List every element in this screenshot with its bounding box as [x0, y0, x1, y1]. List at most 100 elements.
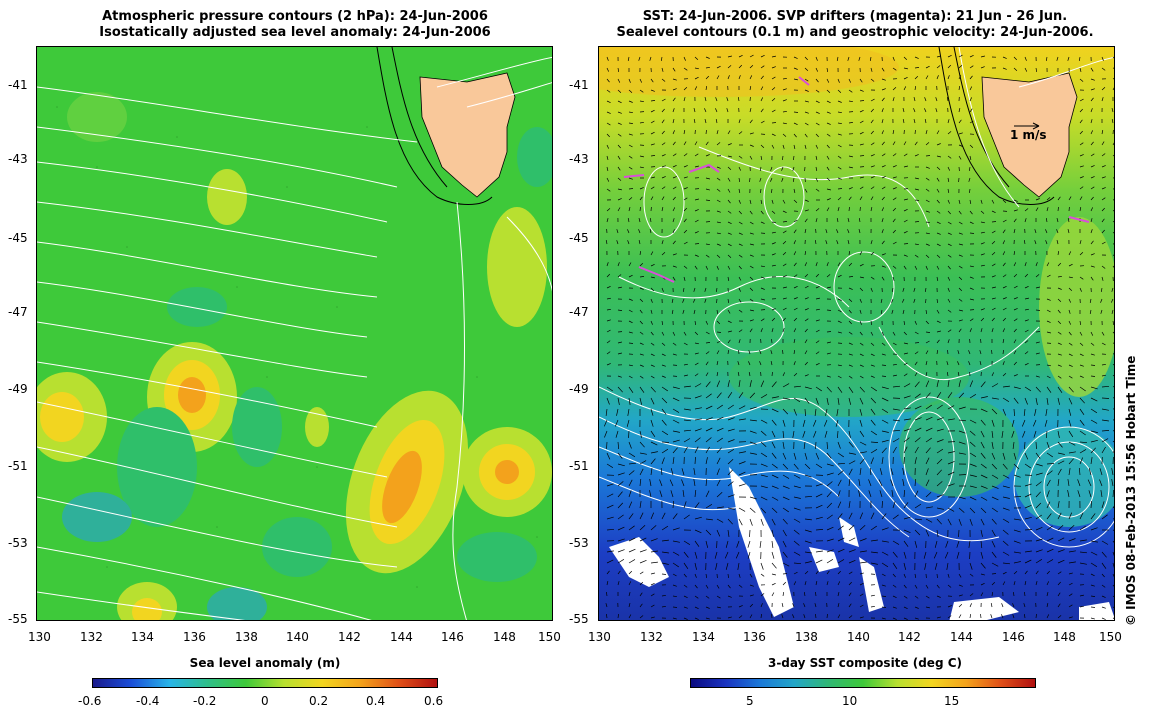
velocity-arrow	[826, 341, 831, 344]
velocity-arrow	[892, 56, 895, 61]
velocity-arrow	[903, 584, 907, 589]
velocity-arrow	[903, 219, 908, 223]
velocity-arrow	[947, 418, 955, 421]
velocity-arrow	[980, 66, 985, 69]
velocity-arrow	[936, 595, 941, 598]
lon-tick: 150	[538, 630, 561, 644]
velocity-arrow	[749, 210, 753, 215]
velocity-arrow	[892, 241, 897, 245]
lat-tick: -51	[8, 459, 28, 473]
velocity-arrow	[991, 252, 996, 256]
velocity-arrow	[958, 518, 962, 526]
velocity-arrow	[661, 594, 666, 597]
velocity-arrow	[628, 614, 632, 619]
velocity-arrow	[1101, 540, 1109, 545]
velocity-arrow	[628, 155, 633, 159]
velocity-arrow	[804, 518, 812, 521]
velocity-arrow	[968, 166, 971, 171]
velocity-arrow	[1068, 538, 1076, 542]
velocity-arrow	[782, 199, 786, 204]
velocity-arrow	[902, 468, 905, 476]
velocity-arrow	[749, 614, 753, 619]
velocity-arrow	[969, 108, 973, 113]
velocity-arrow	[837, 100, 842, 103]
shelf-contour	[376, 47, 493, 205]
velocity-arrow	[716, 142, 721, 146]
velocity-arrow	[980, 573, 985, 576]
velocity-arrow	[848, 512, 853, 520]
velocity-arrow	[1090, 397, 1098, 402]
velocity-arrow	[649, 229, 652, 234]
velocity-arrow	[947, 507, 955, 512]
velocity-arrow	[969, 507, 976, 514]
lon-tick: 142	[898, 630, 921, 644]
velocity-arrow	[1002, 328, 1006, 333]
velocity-arrow	[1057, 275, 1062, 278]
velocity-arrow	[936, 448, 944, 454]
velocity-arrow	[1090, 513, 1096, 520]
velocity-arrow	[771, 562, 777, 569]
velocity-arrow	[848, 78, 852, 83]
velocity-arrow	[924, 119, 927, 124]
velocity-arrow	[936, 143, 941, 146]
velocity-arrow	[870, 287, 873, 292]
velocity-arrow	[727, 188, 731, 193]
velocity-arrow	[979, 361, 982, 366]
velocity-arrow	[826, 177, 831, 181]
velocity-arrow	[881, 408, 889, 413]
velocity-arrow	[760, 318, 765, 322]
velocity-arrow	[826, 502, 833, 509]
velocity-arrow	[925, 416, 933, 421]
velocity-arrow	[925, 232, 930, 235]
velocity-arrow	[694, 76, 699, 80]
velocity-arrow	[650, 353, 655, 357]
velocity-arrow	[760, 394, 768, 399]
velocity-arrow	[628, 592, 631, 597]
velocity-arrow	[991, 230, 996, 234]
velocity-arrow	[771, 76, 776, 80]
velocity-arrow	[1101, 207, 1105, 212]
velocity-arrow	[936, 584, 940, 589]
velocity-arrow	[881, 88, 886, 91]
velocity-arrow	[969, 573, 974, 577]
velocity-arrow	[826, 78, 830, 83]
velocity-arrow	[628, 603, 631, 608]
velocity-arrow	[705, 188, 710, 191]
velocity-arrow	[881, 551, 889, 556]
velocity-arrow	[969, 380, 974, 388]
velocity-arrow	[1090, 253, 1095, 256]
velocity-arrow	[672, 419, 680, 424]
velocity-arrow	[650, 342, 655, 346]
velocity-arrow	[748, 350, 751, 355]
velocity-arrow	[1101, 276, 1104, 281]
velocity-arrow	[859, 512, 864, 520]
velocity-arrow	[771, 188, 773, 193]
velocity-arrow	[1035, 274, 1040, 278]
velocity-arrow	[793, 350, 796, 355]
velocity-arrow	[606, 208, 611, 212]
velocity-arrow	[749, 603, 754, 608]
velocity-arrow	[661, 408, 667, 415]
velocity-arrow	[672, 617, 677, 620]
velocity-arrow	[1045, 430, 1048, 439]
velocity-arrow	[1002, 199, 1007, 204]
velocity-arrow	[1079, 119, 1083, 124]
velocity-arrow	[661, 342, 666, 346]
velocity-arrow	[694, 153, 699, 157]
velocity-arrow	[991, 307, 996, 311]
velocity-arrow	[669, 479, 674, 487]
velocity-arrow	[914, 606, 919, 609]
velocity-arrow	[639, 206, 641, 212]
velocity-arrow	[892, 501, 896, 509]
velocity-arrow	[848, 615, 853, 619]
velocity-arrow	[1088, 468, 1092, 476]
velocity-arrow	[913, 97, 916, 102]
velocity-arrow	[1068, 309, 1071, 314]
velocity-arrow	[947, 392, 953, 399]
velocity-arrow	[858, 218, 861, 223]
velocity-arrow	[1023, 603, 1026, 608]
velocity-arrow	[727, 439, 735, 443]
velocity-arrow	[1046, 274, 1051, 278]
velocity-arrow	[760, 65, 765, 69]
velocity-arrow	[892, 438, 900, 443]
